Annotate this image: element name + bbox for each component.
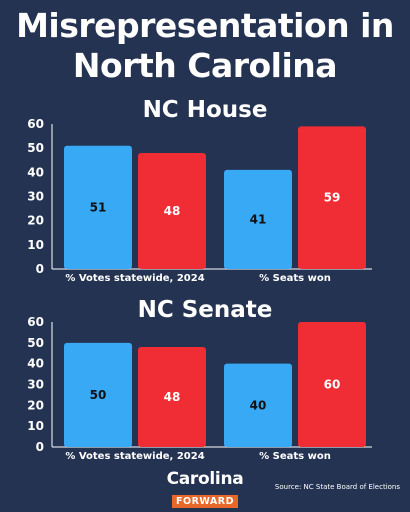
house-y-tick-label: 20: [27, 214, 44, 228]
house-bar-value-label: 48: [164, 204, 181, 218]
senate-chart: 0 10 20 30 40 50 60 50 48 % Votes statewide, 2024…: [27, 315, 372, 462]
house-y-tick-label: 40: [27, 165, 44, 179]
house-bar: [224, 169, 292, 269]
senate-y-tick-label: 50: [27, 336, 44, 350]
house-bar: [298, 126, 366, 270]
house-y-tick-label: 30: [27, 190, 44, 204]
senate-bar-value-label: 48: [164, 390, 181, 404]
senate-y-tick-label: 10: [27, 419, 44, 433]
senate-bar: [138, 347, 206, 447]
house-bar: [64, 145, 132, 269]
house-y-tick-label: 0: [36, 262, 44, 276]
senate-bar-value-label: 40: [250, 398, 267, 412]
senate-bar-value-label: 60: [324, 378, 341, 392]
house-bar-value-label: 41: [250, 212, 267, 226]
house-bar-value-label: 59: [324, 191, 341, 205]
house-y-tick-label: 60: [27, 117, 44, 131]
main-title: Misrepresentation in North Carolina: [0, 6, 410, 86]
house-y-tick-label: 10: [27, 238, 44, 252]
senate-category-label: % Seats won: [259, 451, 331, 462]
senate-y-tick-label: 30: [27, 378, 44, 392]
source-note: Source: NC State Board of Elections: [274, 483, 400, 491]
senate-y-tick-label: 20: [27, 398, 44, 412]
house-category-label: % Seats won: [259, 273, 331, 284]
senate-y-tick-label: 0: [36, 440, 44, 454]
house-chart: 0 10 20 30 40 50 60 51 48 % Votes statewide, 2024…: [27, 117, 372, 284]
senate-chart-title: NC Senate: [137, 297, 273, 323]
house-chart-panel: NC House 0 10 20 30 40 50 60 51 48 % Votes statew…: [12, 96, 398, 292]
house-category-label: % Votes statewide, 2024: [65, 273, 204, 284]
logo-top-text: Carolina: [166, 469, 244, 489]
house-chart-title: NC House: [142, 97, 268, 123]
senate-y-tick-label: 40: [27, 357, 44, 371]
logo-bottom-text: FORWARD: [172, 495, 238, 508]
senate-chart-panel: NC Senate 0 10 20 30 40 50 60 50 48 % Votes state…: [12, 296, 398, 472]
house-bar: [138, 153, 206, 269]
senate-bar: [64, 342, 132, 447]
carolina-forward-logo: Carolina FORWARD: [165, 470, 245, 508]
house-bar-value-label: 51: [90, 200, 107, 214]
senate-category-label: % Votes statewide, 2024: [65, 451, 204, 462]
senate-bar: [298, 322, 366, 447]
house-y-tick-label: 50: [27, 141, 44, 155]
main-title-text: Misrepresentation in North Carolina: [16, 6, 394, 85]
senate-bar: [224, 363, 292, 447]
senate-y-tick-label: 60: [27, 315, 44, 329]
senate-bar-value-label: 50: [90, 388, 107, 402]
